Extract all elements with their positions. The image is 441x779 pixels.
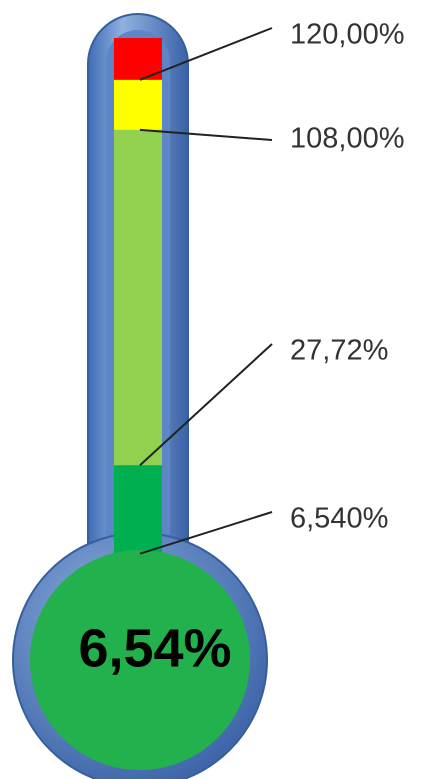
leader-line bbox=[139, 343, 273, 466]
marker-label: 27,72% bbox=[290, 335, 388, 367]
leader-line bbox=[139, 27, 273, 81]
marker-label: 120,00% bbox=[290, 19, 405, 51]
marker-label: 6,540% bbox=[290, 503, 388, 535]
band bbox=[114, 79, 162, 130]
leader-line bbox=[139, 511, 273, 555]
bulb-value-label: 6,54% bbox=[78, 618, 231, 678]
band bbox=[114, 129, 162, 466]
bulb bbox=[30, 550, 250, 770]
leader-line bbox=[139, 128, 273, 141]
marker-label: 108,00% bbox=[290, 123, 405, 155]
band bbox=[114, 38, 162, 80]
